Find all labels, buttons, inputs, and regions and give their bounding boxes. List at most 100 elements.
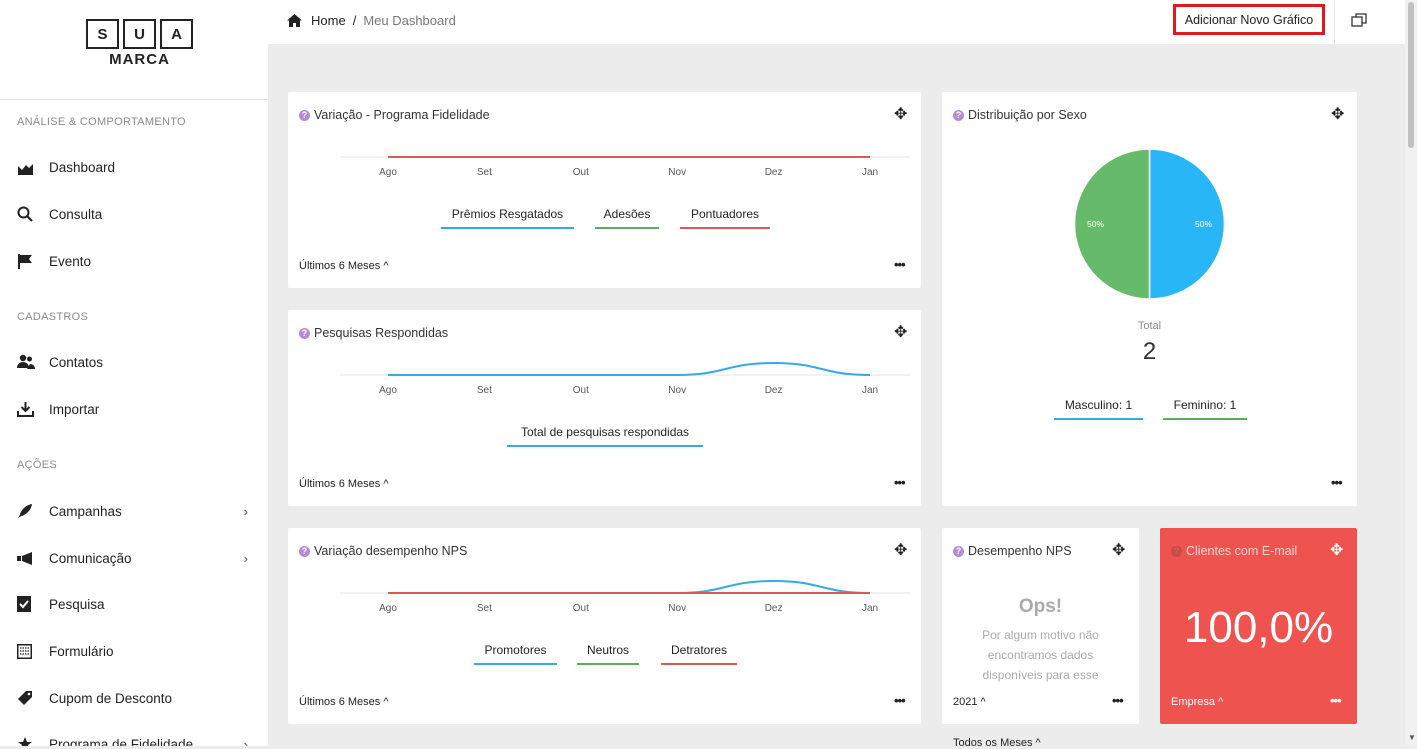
section-analise: ANÁLISE & COMPORTAMENTO [17, 116, 186, 128]
legend-masculino[interactable]: Masculino: 1 [1054, 398, 1143, 420]
year-label: 2021 [953, 696, 978, 708]
sidebar-item-dashboard[interactable]: Dashboard [17, 154, 252, 180]
help-icon[interactable]: ? [299, 327, 310, 339]
sidebar-item-label: Dashboard [49, 159, 116, 175]
x-tick-label: Jan [862, 385, 878, 396]
pie-slice [1148, 148, 1226, 300]
more-options-icon[interactable]: ••• [1331, 475, 1343, 490]
sidebar: S U A MARCA ANÁLISE & COMPORTAMENTO Dash… [0, 0, 268, 746]
series-line [388, 361, 871, 376]
sidebar-item-contatos[interactable]: Contatos [17, 349, 252, 375]
brand-logo[interactable]: S U A MARCA [86, 19, 193, 68]
more-options-icon[interactable]: ••• [894, 693, 906, 708]
sidebar-item-label: Campanhas [49, 503, 122, 519]
sidebar-item-label: Formulário [49, 643, 114, 659]
help-icon[interactable]: ? [299, 109, 310, 121]
top-bar: Home / Meu Dashboard Adicionar Novo Gráf… [268, 0, 1405, 44]
legend-premios[interactable]: Prêmios Resgatados [441, 207, 574, 229]
chart-icon [17, 160, 49, 175]
sidebar-item-evento[interactable]: Evento [17, 248, 252, 274]
breadcrumb-separator: / [352, 13, 357, 28]
year-selector[interactable]: 2021 ^ [953, 696, 986, 708]
sidebar-item-pesquisa[interactable]: Pesquisa [17, 591, 252, 617]
breadcrumb: Home / Meu Dashboard [287, 13, 456, 28]
move-icon[interactable]: ✥ [1330, 542, 1344, 559]
x-tick-label: Ago [379, 167, 397, 178]
x-tick-label: Nov [668, 603, 686, 614]
legend-feminino[interactable]: Feminino: 1 [1163, 398, 1247, 420]
card-desempenho-nps: ? Desempenho NPS ✥ Ops! Por algum motivo … [942, 528, 1139, 724]
scope-selector[interactable]: Empresa ^ [1171, 696, 1223, 708]
pie-chart: 50% 50% [1073, 148, 1226, 300]
x-tick-label: Nov [668, 385, 686, 396]
form-icon [17, 643, 49, 659]
scroll-down-arrow[interactable]: ▼ [1408, 733, 1416, 742]
logo-brand: MARCA [109, 51, 170, 68]
line-chart: Ago Set Out Nov Dez Jan [340, 156, 910, 178]
help-icon[interactable]: ? [953, 545, 964, 557]
legend-promotores[interactable]: Promotores [474, 643, 557, 665]
scrollbar[interactable]: ▼ [1405, 0, 1417, 746]
sidebar-item-campanhas[interactable]: Campanhas › [17, 498, 252, 524]
move-icon[interactable]: ✥ [1331, 106, 1345, 123]
window-restore-icon[interactable] [1351, 13, 1367, 32]
period-selector[interactable]: Todos os Meses ^ [953, 737, 1041, 749]
move-icon[interactable]: ✥ [1112, 542, 1126, 559]
more-options-icon[interactable]: ••• [1330, 693, 1342, 708]
chevron-right-icon: › [243, 503, 248, 519]
x-tick-label: Dez [765, 603, 783, 614]
rocket-icon [17, 503, 49, 519]
sidebar-item-comunicacao[interactable]: Comunicação › [17, 545, 252, 571]
sidebar-item-fidelidade[interactable]: Programa de Fidelidade › [17, 731, 252, 746]
help-icon[interactable]: ? [953, 109, 964, 121]
move-icon[interactable]: ✥ [894, 106, 908, 123]
logo-letter: A [160, 19, 193, 49]
sidebar-item-formulario[interactable]: Formulário [17, 638, 252, 664]
period-selector[interactable]: Últimos 6 Meses ^ [299, 478, 389, 490]
period-label: Todos os Meses [953, 737, 1033, 749]
breadcrumb-home[interactable]: Home [311, 13, 346, 28]
no-data-message: Por algum motivo não encontramos dados d… [982, 628, 1099, 682]
x-tick-label: Out [573, 385, 589, 396]
legend-pontuadores[interactable]: Pontuadores [680, 207, 770, 229]
x-tick-label: Dez [765, 167, 783, 178]
sidebar-item-label: Programa de Fidelidade [49, 736, 194, 747]
x-tick-label: Jan [862, 603, 878, 614]
move-icon[interactable]: ✥ [894, 542, 908, 559]
period-selector[interactable]: Últimos 6 Meses ^ [299, 260, 389, 272]
move-icon[interactable]: ✥ [894, 324, 908, 341]
legend-detratores[interactable]: Detratores [661, 643, 737, 665]
chevron-right-icon: › [243, 550, 248, 566]
period-selector[interactable]: Últimos 6 Meses ^ [299, 696, 389, 708]
x-tick-label: Set [477, 603, 492, 614]
x-tick-label: Jan [862, 167, 878, 178]
x-tick-label: Dez [765, 385, 783, 396]
sidebar-item-consulta[interactable]: Consulta [17, 201, 252, 227]
card-variacao-nps: ? Variação desempenho NPS ✥ Ago Set Out Nov D… [288, 528, 921, 724]
add-chart-button[interactable]: Adicionar Novo Gráfico [1173, 4, 1325, 35]
more-options-icon[interactable]: ••• [1112, 693, 1124, 708]
card-title: Variação desempenho NPS [314, 544, 468, 558]
more-options-icon[interactable]: ••• [894, 475, 906, 490]
home-icon[interactable] [287, 14, 302, 27]
legend-adesoes[interactable]: Adesões [595, 207, 659, 229]
more-options-icon[interactable]: ••• [894, 257, 906, 272]
legend-total-pesquisas[interactable]: Total de pesquisas respondidas [507, 425, 703, 447]
x-tick-label: Nov [668, 167, 686, 178]
no-data-title: Ops! [1018, 596, 1063, 617]
pie-slice [1073, 148, 1151, 300]
line-chart: Ago Set Out Nov Dez Jan [340, 579, 910, 614]
chevron-up-icon: ^ [383, 696, 389, 708]
card-title: Variação - Programa Fidelidade [314, 108, 490, 122]
sidebar-item-cupom[interactable]: Cupom de Desconto [17, 685, 252, 711]
help-icon[interactable]: ? [1171, 545, 1182, 557]
legend-neutros[interactable]: Neutros [577, 643, 639, 665]
help-icon[interactable]: ? [299, 545, 310, 557]
chevron-up-icon: ^ [1035, 737, 1041, 749]
survey-icon [17, 596, 49, 612]
sidebar-item-importar[interactable]: Importar [17, 396, 252, 422]
users-icon [17, 354, 49, 370]
download-icon [17, 401, 49, 417]
scrollbar-thumb[interactable] [1408, 2, 1414, 148]
logo-letter: S [86, 19, 119, 49]
